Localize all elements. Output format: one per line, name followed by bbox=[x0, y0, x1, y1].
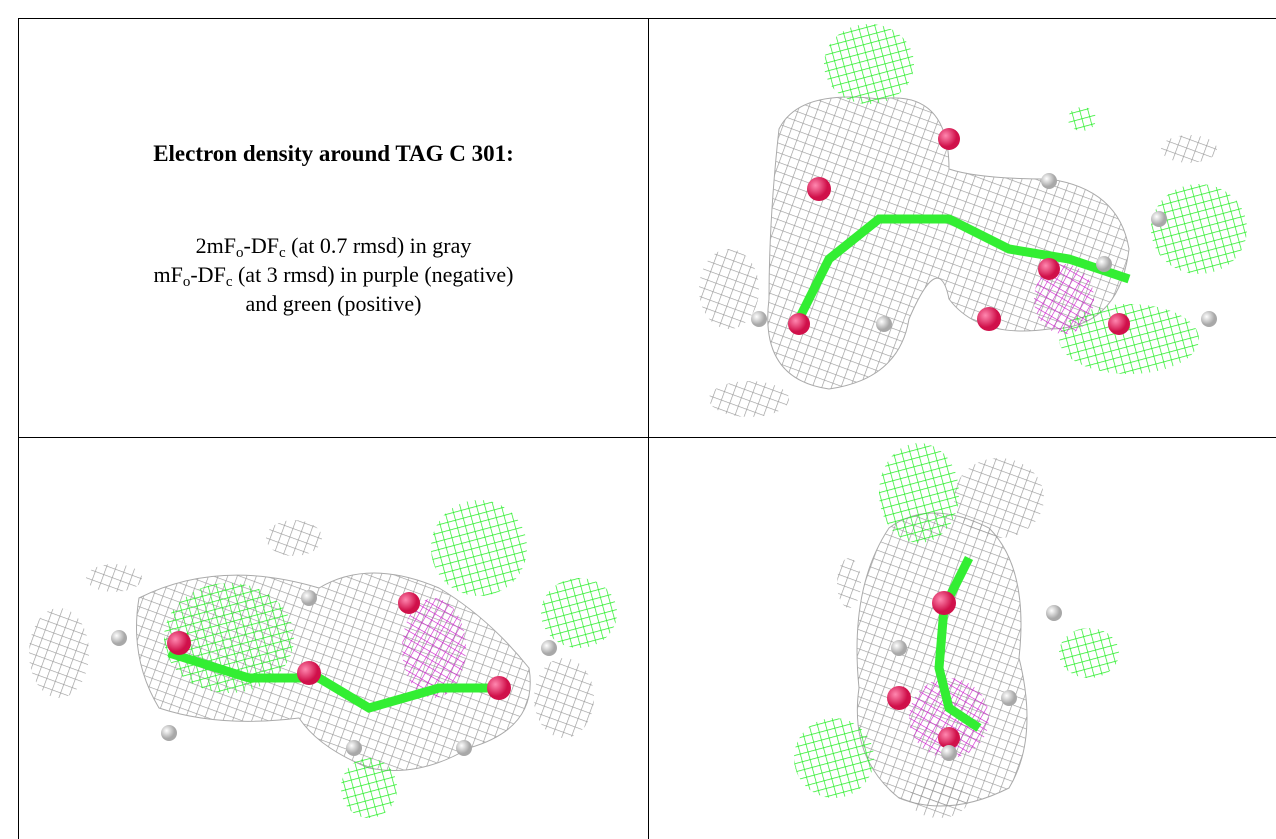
caption-line: 2mFo-DFc (at 0.7 rmsd) in gray bbox=[19, 231, 648, 260]
caption-text: (at 3 rmsd) in purple (negative) bbox=[232, 262, 513, 287]
caption-line: and green (positive) bbox=[19, 289, 648, 318]
caption-text: mF bbox=[154, 262, 183, 287]
caption-text: and green (positive) bbox=[246, 291, 422, 316]
caption-title: Electron density around TAG C 301: bbox=[19, 141, 648, 167]
density-view-2 bbox=[19, 438, 648, 839]
caption-text: -DF bbox=[190, 262, 225, 287]
caption-text: -DF bbox=[244, 233, 279, 258]
caption-line: mFo-DFc (at 3 rmsd) in purple (negative) bbox=[19, 260, 648, 289]
density-view-3 bbox=[649, 438, 1276, 839]
caption-cell: Electron density around TAG C 301: 2mFo-… bbox=[19, 19, 648, 437]
page: Electron density around TAG C 301: 2mFo-… bbox=[0, 0, 1276, 839]
caption-text: (at 0.7 rmsd) in gray bbox=[286, 233, 472, 258]
density-view-1 bbox=[649, 19, 1276, 437]
caption-text: 2mF bbox=[196, 233, 236, 258]
subscript: o bbox=[236, 245, 244, 261]
subscript: c bbox=[279, 245, 286, 261]
